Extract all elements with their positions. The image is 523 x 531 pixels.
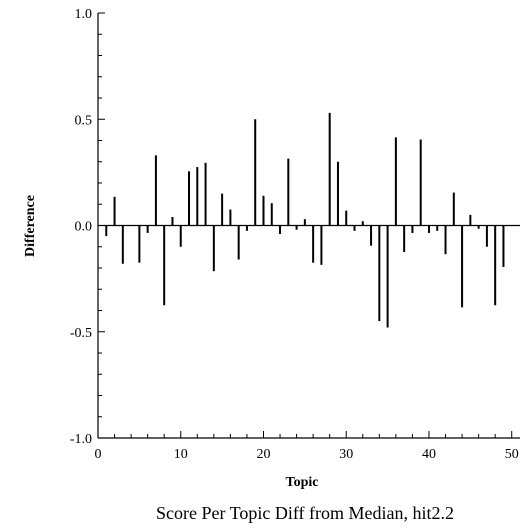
y-axis-title: Difference	[23, 195, 38, 257]
bars	[105, 112, 505, 328]
x-tick-label: 30	[339, 447, 353, 462]
y-tick-label: 1.0	[75, 7, 93, 22]
chart-title: Score Per Topic Diff from Median, hit2.2	[156, 503, 454, 523]
x-tick-label: 10	[174, 447, 188, 462]
x-tick-label: 20	[256, 447, 270, 462]
ticks: -1.0 -0.5 0.0 0.5 1.0 0 10 20 30 40 50	[70, 7, 519, 462]
y-tick-label: 0.5	[75, 113, 93, 128]
axes	[97, 13, 520, 439]
x-tick-label: 50	[505, 447, 519, 462]
y-tick-label: -0.5	[70, 326, 92, 341]
y-tick-label: -1.0	[70, 432, 92, 447]
y-tick-label: 0.0	[75, 220, 93, 235]
x-axis-title: Topic	[286, 475, 319, 490]
x-tick-label: 0	[95, 447, 102, 462]
x-tick-label: 40	[422, 447, 436, 462]
